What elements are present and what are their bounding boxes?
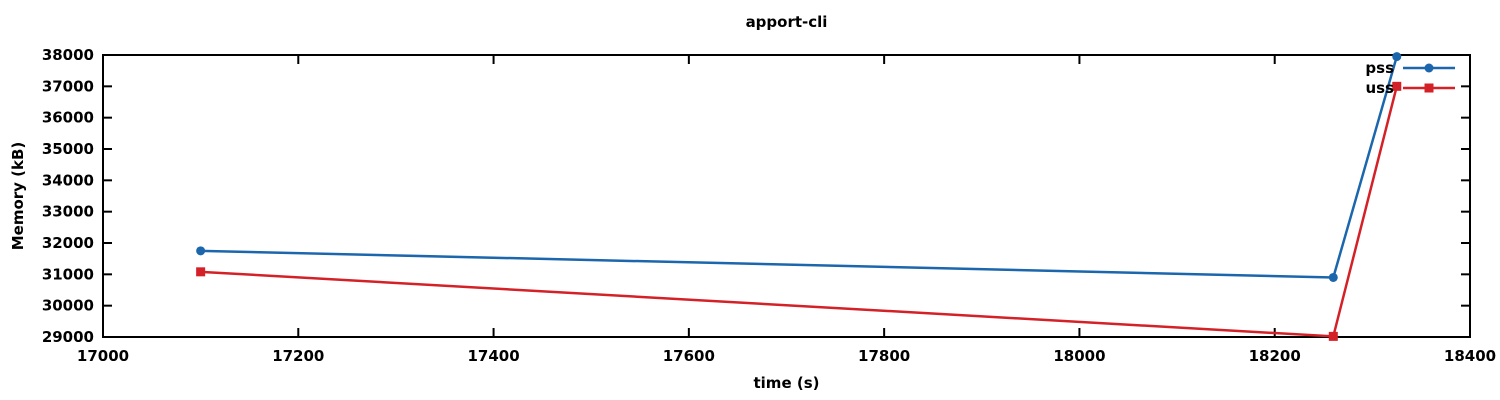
pss-marker	[1392, 52, 1402, 62]
y-tick-label: 33000	[42, 203, 94, 221]
x-tick-label: 17000	[77, 347, 129, 365]
x-axis-label: time (s)	[753, 374, 820, 392]
y-tick-label: 35000	[42, 140, 94, 158]
x-tick-label: 17800	[858, 347, 910, 365]
y-tick-label: 29000	[42, 328, 94, 346]
y-tick-label: 30000	[42, 297, 94, 315]
x-tick-label: 17200	[272, 347, 324, 365]
y-axis-label: Memory (kB)	[9, 141, 27, 251]
y-tick-label: 36000	[42, 109, 94, 127]
series-pss-line	[200, 56, 1398, 279]
legend-label-pss: pss	[1365, 59, 1394, 77]
x-tick-label: 18400	[1444, 347, 1496, 365]
plot-border	[102, 54, 1471, 338]
x-tick-label: 18000	[1053, 347, 1105, 365]
pss-marker	[196, 246, 206, 256]
x-tick-label: 17600	[663, 347, 715, 365]
y-tick-label: 31000	[42, 265, 94, 283]
y-tick-label: 37000	[42, 77, 94, 95]
uss-marker	[1424, 83, 1434, 93]
chart-title: apport-cli	[745, 13, 828, 31]
x-tick-label: 17400	[467, 347, 519, 365]
uss-marker	[1392, 81, 1402, 91]
uss-marker	[196, 267, 206, 277]
y-tick-label: 32000	[42, 234, 94, 252]
series-uss-line	[200, 86, 1398, 338]
pss-marker	[1424, 63, 1434, 73]
y-tick-label: 34000	[42, 171, 94, 189]
x-tick-label: 18200	[1249, 347, 1301, 365]
legend-label-uss: uss	[1365, 79, 1394, 97]
pss-marker	[1328, 272, 1338, 282]
y-tick-label: 38000	[42, 46, 94, 64]
uss-marker	[1328, 331, 1338, 341]
